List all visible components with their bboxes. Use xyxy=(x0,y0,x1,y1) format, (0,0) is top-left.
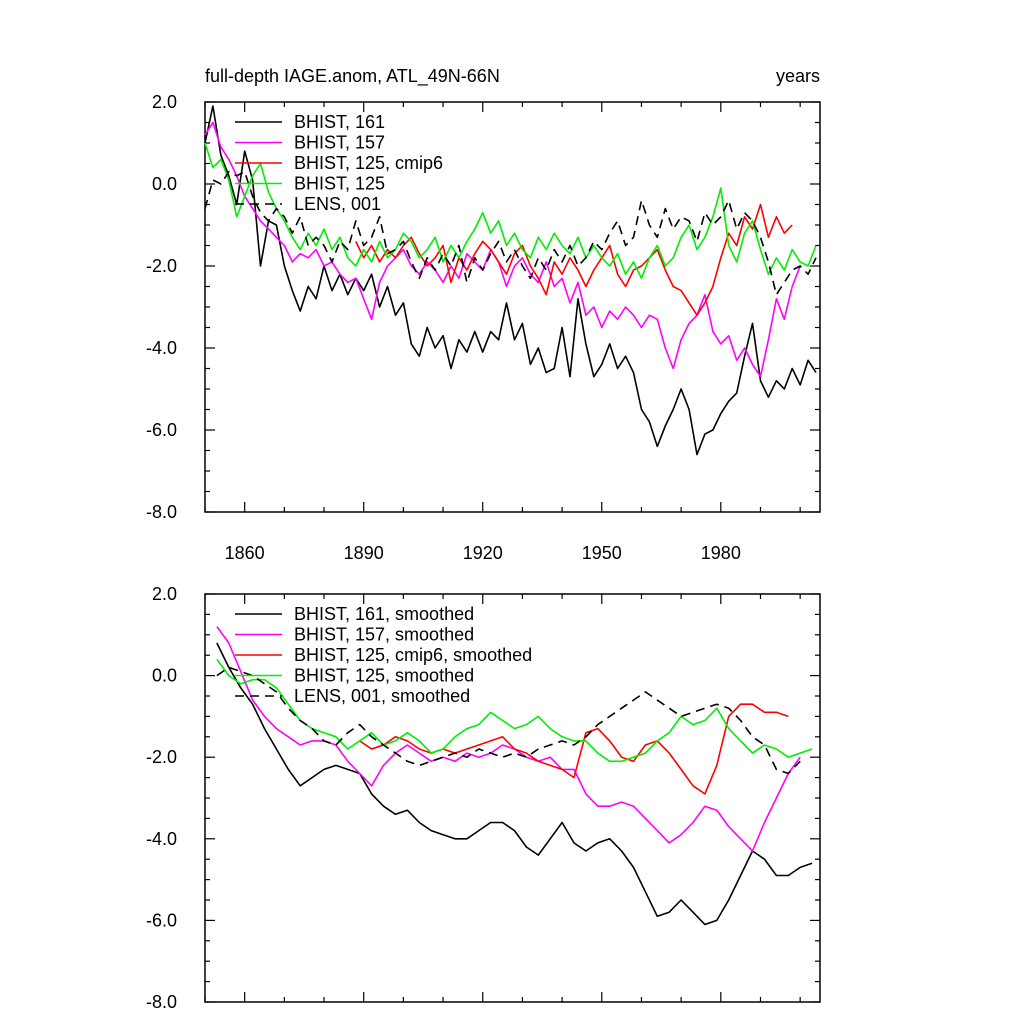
y-tick-label: 0.0 xyxy=(152,666,177,686)
legend-label: BHIST, 157 xyxy=(294,133,385,153)
series-line xyxy=(216,642,813,926)
x-tick-label: 1860 xyxy=(225,543,265,563)
x-tick-label: 1890 xyxy=(344,543,384,563)
y-tick-label: -6.0 xyxy=(146,910,177,930)
legend-label: BHIST, 157, smoothed xyxy=(294,625,474,645)
chart-title: full-depth IAGE.anom, ATL_49N-66N xyxy=(205,66,500,87)
y-tick-label: 2.0 xyxy=(152,92,177,112)
x-tick-label: 1950 xyxy=(582,543,622,563)
series-line xyxy=(204,105,817,456)
y-tick-label: -8.0 xyxy=(146,992,177,1012)
legend-label: LENS, 001, smoothed xyxy=(294,686,470,706)
series-line xyxy=(204,170,817,296)
series-line xyxy=(204,121,801,378)
legend-label: BHIST, 125 xyxy=(294,174,385,194)
legend-label: BHIST, 125, cmip6, smoothed xyxy=(294,645,532,665)
series-line xyxy=(216,658,813,763)
y-tick-label: -6.0 xyxy=(146,420,177,440)
legend-label: LENS, 001 xyxy=(294,194,381,214)
y-tick-label: -4.0 xyxy=(146,338,177,358)
smoothed-panel: 2.0 0.0 -2.0 -4.0 -6.0 -8.0 BHIST, 161, smooth… xyxy=(146,584,821,1012)
x-tick-label: 1980 xyxy=(701,543,741,563)
legend-label: BHIST, 125, cmip6 xyxy=(294,153,443,173)
legend-label: BHIST, 161 xyxy=(294,112,385,132)
y-tick-label: -2.0 xyxy=(146,256,177,276)
y-tick-label: 0.0 xyxy=(152,174,177,194)
series-line xyxy=(204,142,817,280)
y-tick-label: -2.0 xyxy=(146,747,177,767)
y-tick-label: -8.0 xyxy=(146,502,177,522)
series-line xyxy=(359,703,789,795)
raw-panel: 2.0 0.0 -2.0 -4.0 -6.0 -8.0 1860 1890 1920 1950 19… xyxy=(146,66,821,563)
units-label: years xyxy=(776,66,820,86)
legend-label: BHIST, 125, smoothed xyxy=(294,666,474,686)
legend-label: BHIST, 161, smoothed xyxy=(294,604,474,624)
y-tick-label: 2.0 xyxy=(152,584,177,604)
series-line xyxy=(216,626,801,852)
series-line xyxy=(216,666,801,775)
series-line xyxy=(355,203,793,317)
x-tick-label: 1920 xyxy=(463,543,503,563)
y-tick-label: -4.0 xyxy=(146,829,177,849)
